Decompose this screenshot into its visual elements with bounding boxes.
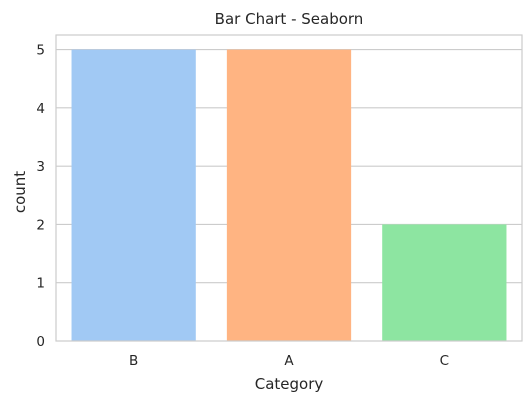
bar-a [226, 49, 352, 341]
y-tick-label: 1 [36, 276, 45, 292]
y-tick-label: 5 [36, 43, 45, 59]
y-tick-label: 4 [36, 101, 45, 117]
x-tick-label: B [129, 353, 138, 369]
x-tick-label: A [284, 353, 294, 369]
bar-c [382, 224, 507, 341]
y-axis-label: count [11, 171, 29, 213]
x-axis-label: Category [255, 375, 324, 393]
bar-b [71, 49, 196, 341]
y-ticks: 0 1 2 3 4 5 [36, 43, 45, 350]
x-tick-label: C [440, 353, 449, 369]
y-tick-label: 3 [36, 159, 45, 175]
y-tick-label: 2 [36, 217, 45, 233]
bars [71, 49, 507, 341]
y-tick-label: 0 [36, 334, 45, 350]
chart-title: Bar Chart - Seaborn [215, 10, 364, 28]
plot-frame [55, 34, 523, 342]
